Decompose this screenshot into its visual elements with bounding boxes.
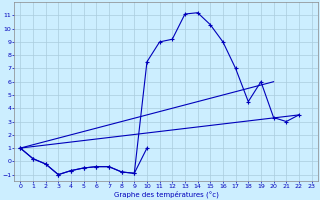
X-axis label: Graphe des températures (°c): Graphe des températures (°c) (114, 190, 218, 198)
